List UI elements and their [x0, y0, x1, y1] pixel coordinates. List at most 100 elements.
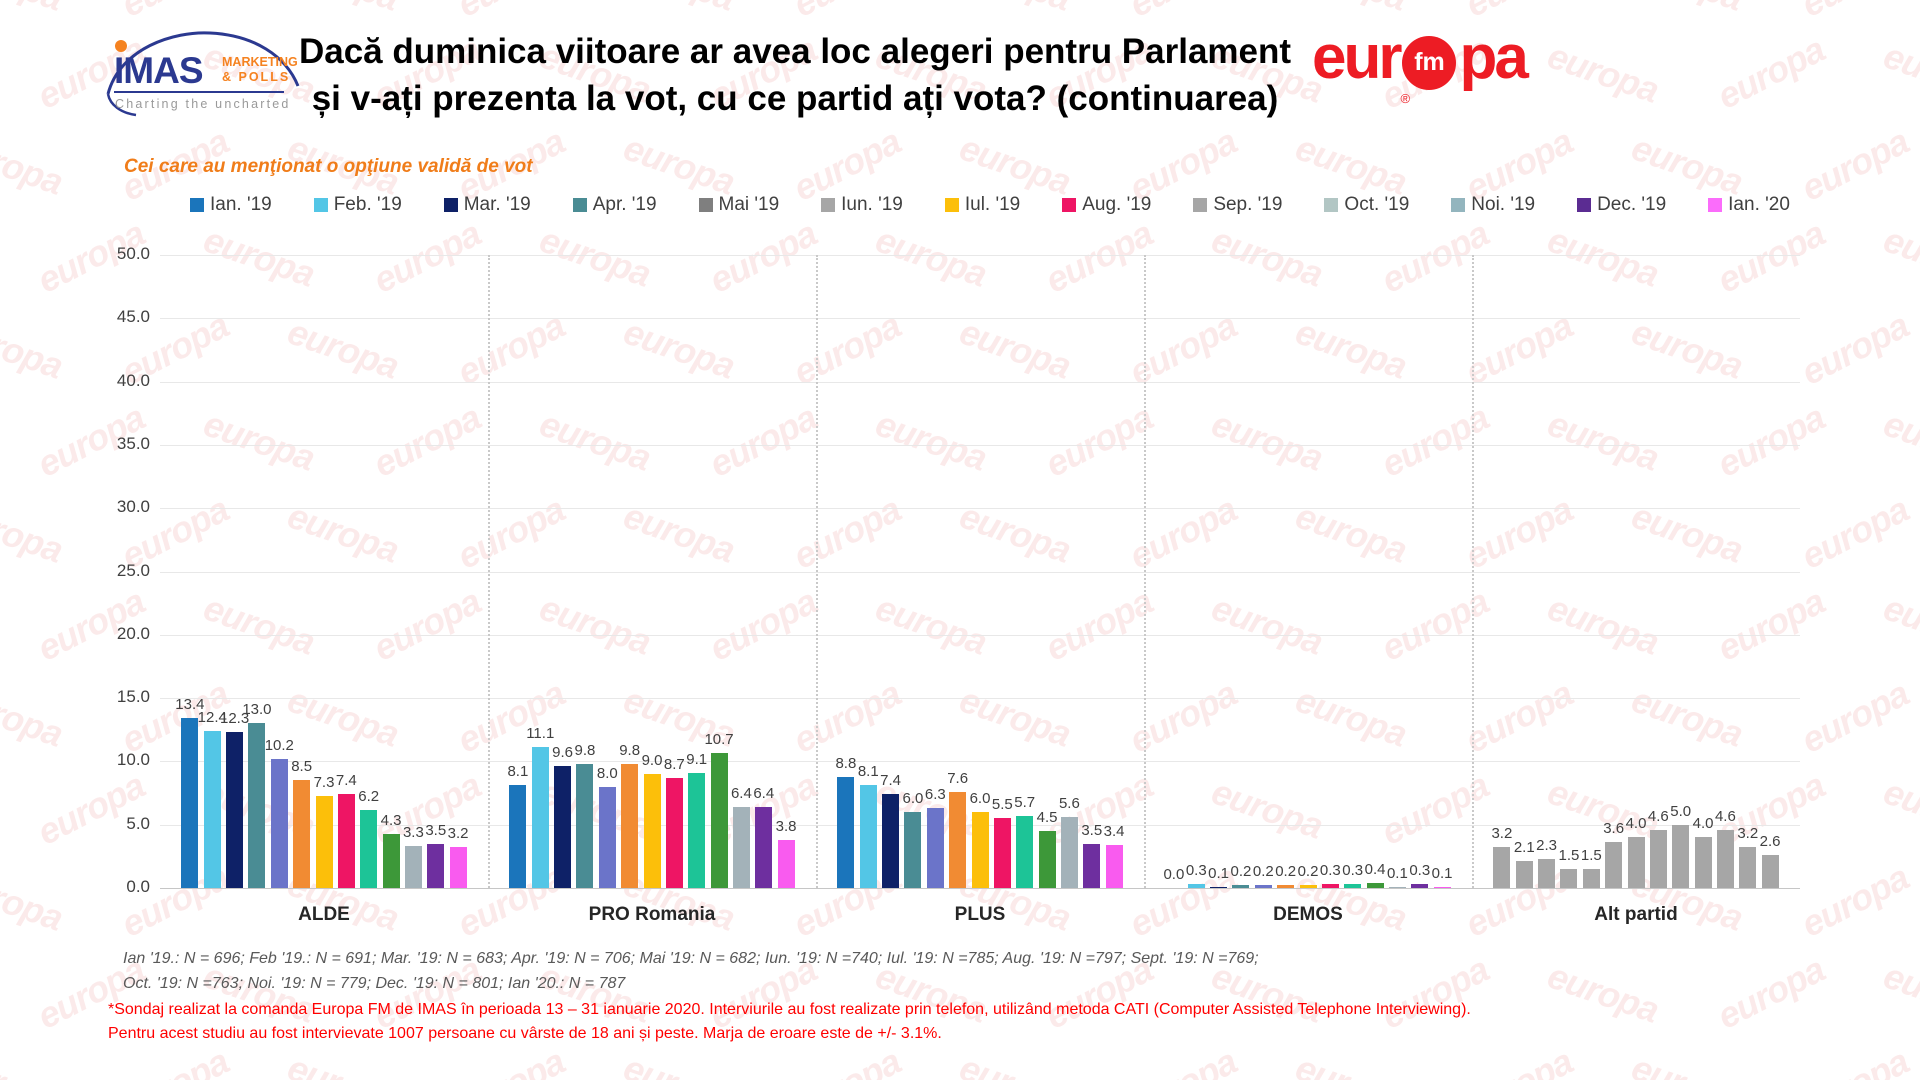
legend-swatch	[1451, 198, 1466, 212]
legend-swatch	[944, 198, 959, 212]
gridline	[160, 381, 1800, 383]
category-label: DEMOS	[1273, 904, 1343, 925]
page-title-line1: Dacă duminica viitoare ar avea loc alege…	[298, 32, 1292, 71]
bar	[1210, 886, 1228, 888]
bar	[181, 718, 199, 888]
legend-swatch	[190, 198, 204, 212]
category-label: PLUS	[954, 904, 1006, 925]
imas-sublabel-marketing: MARKETING	[222, 55, 298, 69]
bar-value-label: 9.0	[641, 752, 663, 770]
group-separator	[488, 255, 490, 888]
bar-value-label: 2.1	[1513, 839, 1535, 857]
bar-value-label: 10.7	[704, 730, 734, 748]
bar-value-label: 0.3	[1185, 862, 1207, 880]
legend-item: Iun. '19	[821, 194, 903, 216]
bar	[859, 785, 877, 888]
bar-value-label: 3.3	[402, 824, 424, 842]
legend-item: Noi. '19	[1451, 194, 1535, 216]
bar	[1672, 824, 1690, 888]
bar-value-label: 3.6	[1603, 820, 1625, 838]
bar-value-label: 4.5	[1036, 809, 1058, 827]
europafm-registered-mark: ®	[1400, 90, 1411, 106]
legend-item: Apr. '19	[572, 194, 657, 216]
bar-value-label: 4.3	[380, 811, 402, 829]
page-title-line2: și v-ați prezenta la vot, cu ce partid a…	[311, 79, 1279, 118]
group-separator	[1472, 255, 1474, 888]
bar-value-label: 8.8	[835, 754, 857, 772]
bar-value-label: 0.0	[1163, 866, 1185, 883]
bar-value-label: 6.4	[730, 784, 752, 802]
sample-sizes-line2: Oct. '19: N =763; Noi. '19: N = 779; Dec…	[123, 975, 626, 992]
bar-value-label: 13.4	[175, 696, 205, 714]
group-separator	[816, 255, 818, 888]
legend-item: Feb. '19	[313, 194, 402, 216]
bar	[360, 809, 378, 888]
legend-label: Iul. '19	[964, 194, 1021, 215]
bar	[926, 808, 944, 888]
bar	[688, 772, 706, 888]
imas-tagline: Charting the uncharted	[115, 97, 291, 111]
bar	[1388, 886, 1406, 888]
legend-item: Oct. '19	[1324, 194, 1409, 216]
europafm-fm-badge: fm	[1402, 35, 1457, 90]
legend-label: Feb. '19	[333, 194, 402, 215]
gridline	[160, 888, 1800, 889]
bar	[427, 843, 445, 888]
bar-value-label: 12.4	[197, 709, 227, 727]
category-label: PRO Romania	[588, 904, 716, 925]
legend-item: Dec. '19	[1577, 194, 1666, 216]
chart-legend: Ian. '19 Feb. '19 Mar. '19 Apr. '19 Mai '19 I…	[190, 194, 1790, 216]
bar-value-label: 8.1	[507, 763, 529, 781]
legend-swatch	[821, 198, 836, 212]
gridline	[160, 634, 1800, 636]
y-axis-tick-label: 35.0	[116, 433, 150, 453]
bar-value-label: 0.3	[1319, 862, 1341, 880]
legend-label: Dec. '19	[1597, 194, 1667, 215]
legend-item: Ian. '19	[190, 194, 272, 216]
bar-value-label: 0.2	[1230, 863, 1252, 881]
bar-value-label: 8.5	[291, 758, 313, 776]
imas-arc-swoosh	[106, 31, 300, 117]
bar-value-label: 3.4	[1103, 822, 1125, 840]
europafm-logo: eur fm ® pa	[1312, 22, 1529, 106]
bar-value-label: 0.2	[1275, 863, 1297, 881]
bar	[665, 777, 683, 888]
methodology-line2: Pentru acest studiu au fost intervievate…	[108, 1025, 942, 1042]
bar-value-label: 9.8	[619, 741, 641, 759]
y-axis-tick-label: 0.0	[126, 877, 150, 896]
category-label: Alt partid	[1594, 904, 1678, 925]
legend-swatch	[1577, 198, 1592, 212]
bar-value-label: 8.7	[663, 755, 685, 773]
bar	[1321, 884, 1339, 888]
bar-value-label: 9.1	[686, 750, 708, 768]
bar-value-label: 7.6	[947, 769, 969, 787]
bar-value-label: 4.0	[1625, 815, 1647, 833]
bar-value-label: 12.3	[219, 710, 250, 728]
bar-value-label: 0.1	[1431, 864, 1453, 882]
bar	[1232, 885, 1250, 888]
bar	[755, 806, 773, 888]
legend-label: Iun. '19	[841, 194, 903, 215]
bar	[1016, 815, 1034, 888]
gridline	[160, 318, 1800, 320]
bar-value-label: 5.5	[991, 796, 1013, 814]
bar	[1716, 829, 1734, 888]
legend-label: Oct. '19	[1344, 194, 1410, 215]
legend-item: Aug. '19	[1062, 194, 1151, 216]
bar	[882, 794, 900, 888]
gridline	[160, 508, 1800, 510]
imas-sublabel-polls: & POLLS	[222, 70, 291, 84]
legend-label: Mai '19	[718, 194, 780, 215]
y-axis-tick-label: 50.0	[116, 244, 150, 263]
legend-label: Apr. '19	[592, 194, 657, 215]
bar-value-label: 5.0	[1670, 802, 1692, 820]
bar	[576, 763, 594, 888]
bar	[1344, 884, 1362, 888]
bar	[1739, 847, 1757, 888]
europafm-logo-eur: eur	[1312, 23, 1403, 92]
group-separator	[1144, 255, 1146, 888]
bar-value-label: 0.1	[1208, 864, 1230, 882]
bar	[1493, 847, 1511, 888]
